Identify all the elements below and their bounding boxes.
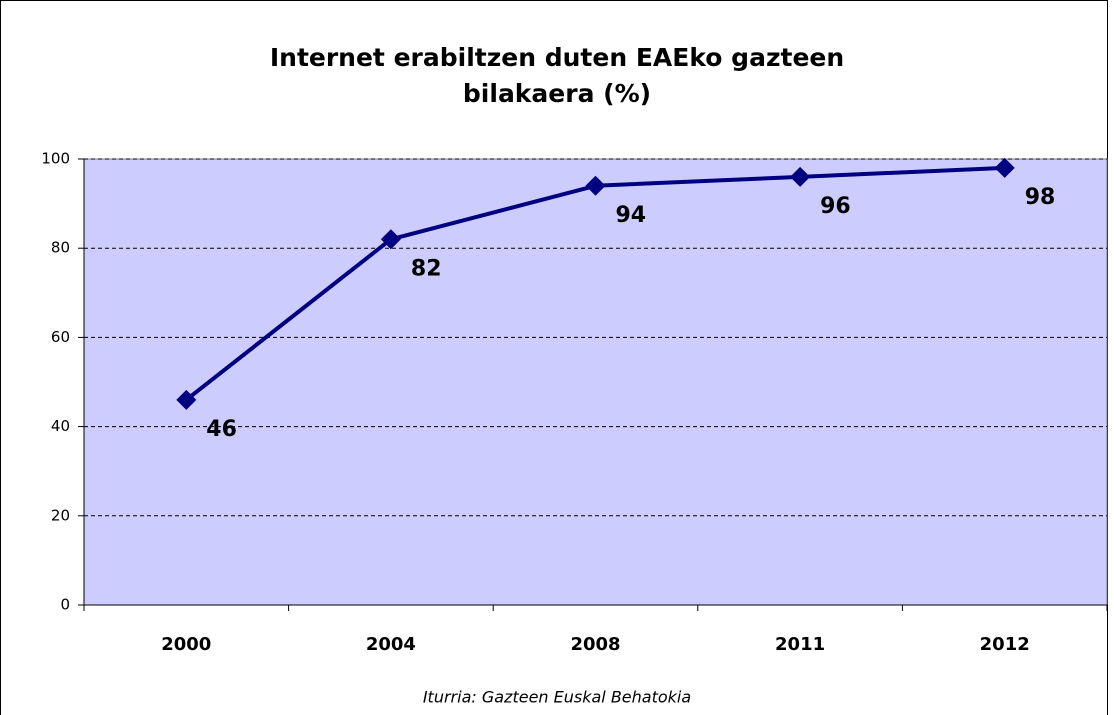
plot-area bbox=[83, 158, 1108, 606]
y-tick-label: 20 bbox=[51, 506, 70, 524]
data-label: 96 bbox=[820, 194, 851, 219]
chart-title: Internet erabiltzen duten EAEko gazteen … bbox=[269, 43, 845, 108]
source-note: Iturria: Gazteen Euskal Behatokia bbox=[423, 688, 691, 707]
data-point bbox=[176, 389, 197, 410]
data-point bbox=[380, 229, 401, 250]
y-tick-label: 80 bbox=[51, 239, 70, 257]
data-point bbox=[790, 166, 811, 187]
data-label: 46 bbox=[206, 417, 237, 442]
y-tick-label: 100 bbox=[41, 150, 70, 168]
data-label: 98 bbox=[1025, 185, 1056, 210]
data-label: 94 bbox=[616, 203, 647, 228]
y-tick-label: 40 bbox=[51, 417, 70, 435]
x-tick-label: 2011 bbox=[775, 634, 825, 655]
data-point bbox=[994, 157, 1015, 178]
y-tick-label: 0 bbox=[60, 596, 70, 614]
data-point bbox=[585, 175, 606, 196]
data-label: 82 bbox=[411, 256, 442, 281]
x-tick-label: 2004 bbox=[366, 634, 416, 655]
x-tick-label: 2008 bbox=[570, 634, 620, 655]
x-tick-label: 2000 bbox=[161, 634, 211, 655]
y-tick-label: 60 bbox=[51, 328, 70, 346]
x-tick-label: 2012 bbox=[980, 634, 1030, 655]
